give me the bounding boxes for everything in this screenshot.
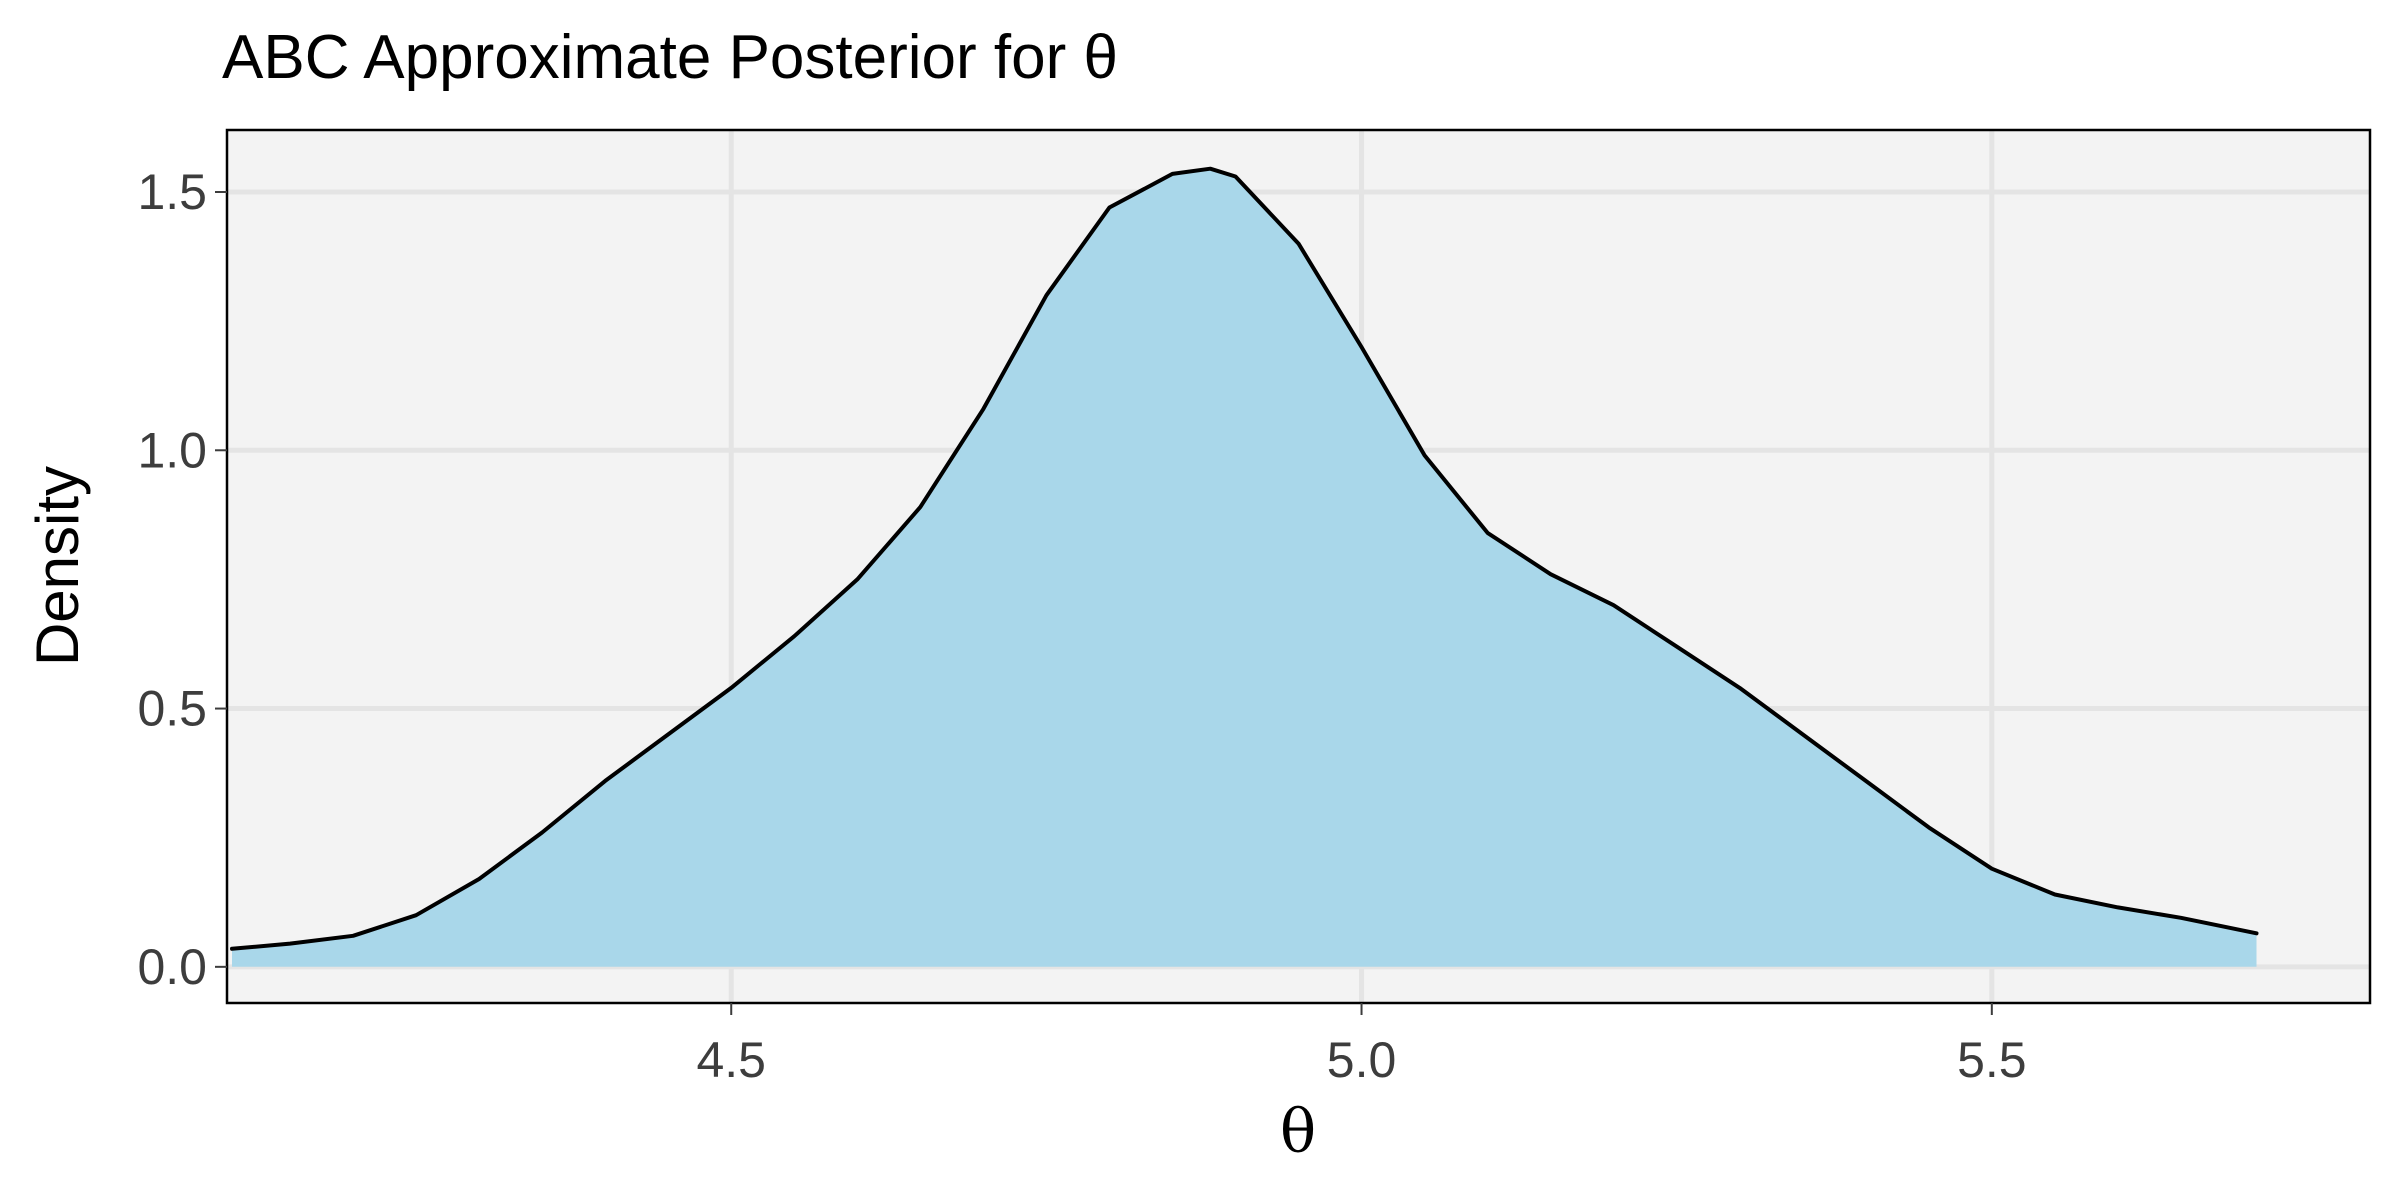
y-tick-label: 1.0 <box>137 422 207 478</box>
x-axis-label: θ <box>1280 1097 1316 1167</box>
y-axis-label: Density <box>24 466 91 666</box>
y-tick-label: 0.5 <box>137 681 207 737</box>
y-tick-label: 0.0 <box>137 939 207 995</box>
x-tick-label: 5.5 <box>1957 1032 2027 1088</box>
y-tick-label: 1.5 <box>137 164 207 220</box>
y-axis-ticks: 0.0 0.5 1.0 1.5 <box>137 164 227 995</box>
density-series <box>230 166 2259 967</box>
x-tick-label: 5.0 <box>1327 1032 1397 1088</box>
density-area <box>232 168 2257 967</box>
x-tick-label: 4.5 <box>696 1032 766 1088</box>
density-line <box>230 166 2259 951</box>
chart-title: ABC Approximate Posterior for θ <box>222 23 1118 92</box>
plot-frame <box>225 128 2372 1005</box>
x-axis-ticks: 4.5 5.0 5.5 <box>696 1003 2027 1088</box>
